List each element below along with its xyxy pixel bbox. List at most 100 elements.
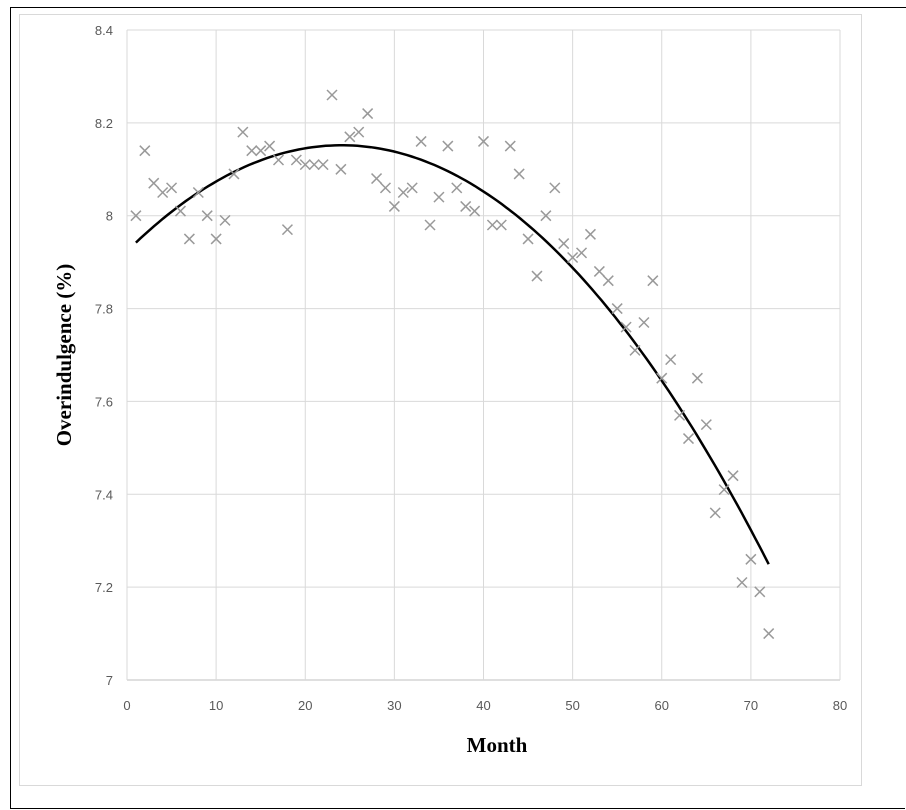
figure-frame — [10, 7, 905, 809]
data-point — [174, 205, 187, 217]
x-tick-label: 10 — [209, 698, 223, 713]
data-point — [281, 224, 293, 236]
data-point — [665, 354, 677, 366]
data-point — [682, 433, 695, 445]
data-point — [736, 576, 748, 589]
data-point — [388, 200, 400, 212]
data-point — [237, 126, 249, 138]
y-tick-label: 7.2 — [95, 580, 113, 595]
y-tick-label: 8 — [106, 209, 113, 224]
data-point — [424, 219, 436, 231]
x-tick-label: 0 — [123, 698, 130, 713]
data-point — [638, 316, 650, 329]
data-point — [344, 131, 356, 143]
x-tick-label: 50 — [565, 698, 579, 713]
data-point — [531, 270, 543, 282]
data-point — [379, 182, 391, 194]
data-point — [691, 372, 703, 384]
data-point — [513, 168, 525, 180]
data-point — [522, 233, 534, 245]
x-tick-label: 20 — [298, 698, 312, 713]
data-point — [647, 275, 659, 287]
data-point — [584, 228, 596, 240]
data-point — [228, 168, 240, 180]
x-tick-label: 60 — [655, 698, 669, 713]
data-point — [192, 186, 204, 199]
y-tick-label: 8.4 — [95, 23, 113, 38]
data-point — [201, 210, 213, 222]
trendline — [135, 144, 770, 565]
data-point — [718, 484, 730, 496]
data-point — [442, 140, 454, 152]
y-tick-label: 7.8 — [95, 302, 113, 317]
data-point — [183, 233, 195, 245]
data-point — [727, 470, 739, 482]
data-point — [317, 159, 329, 171]
data-point — [353, 126, 365, 138]
x-axis-ticks: 0 10 20 30 40 50 60 70 80 — [123, 698, 847, 713]
data-point — [709, 507, 721, 519]
data-point — [593, 265, 605, 277]
data-point — [611, 303, 623, 315]
x-axis-title: Month — [467, 733, 528, 757]
x-tick-label: 80 — [833, 698, 847, 713]
data-point — [272, 154, 285, 166]
x-tick-label: 70 — [744, 698, 758, 713]
data-point — [130, 210, 142, 222]
data-point — [451, 182, 463, 194]
data-point — [139, 145, 151, 157]
data-point — [674, 409, 686, 421]
data-point — [246, 145, 258, 157]
data-point — [371, 173, 383, 185]
y-axis-ticks: 7 7.2 7.4 7.6 7.8 8 8.2 8.4 — [95, 23, 113, 688]
data-point — [210, 233, 222, 245]
data-point — [460, 200, 472, 212]
data-point — [495, 219, 507, 231]
y-tick-label: 7.4 — [95, 487, 113, 502]
y-tick-label: 7.6 — [95, 394, 113, 409]
data-point — [433, 191, 445, 203]
data-point — [540, 210, 552, 222]
data-point — [567, 251, 579, 264]
data-point — [415, 135, 427, 147]
data-point — [362, 108, 374, 120]
data-points — [130, 89, 775, 640]
data-point — [754, 586, 766, 598]
data-point — [148, 177, 160, 189]
x-tick-label: 40 — [476, 698, 490, 713]
data-point — [700, 419, 712, 431]
data-point — [397, 186, 409, 199]
data-point — [255, 145, 267, 157]
data-point — [290, 154, 302, 166]
gridlines — [126, 29, 841, 681]
data-point — [656, 372, 668, 384]
data-point — [549, 182, 561, 194]
y-tick-label: 8.2 — [95, 116, 113, 131]
data-point — [326, 89, 338, 101]
data-point — [477, 135, 490, 147]
chart-area — [19, 14, 862, 786]
frame-edge — [872, 7, 906, 8]
y-tick-label: 7 — [106, 673, 113, 688]
data-point — [629, 344, 641, 356]
data-point — [763, 628, 775, 640]
x-tick-label: 30 — [387, 698, 401, 713]
data-point — [219, 214, 231, 226]
data-point — [486, 219, 498, 231]
data-point — [299, 159, 311, 171]
data-point — [157, 186, 169, 199]
data-point — [602, 275, 614, 287]
data-point — [576, 247, 588, 259]
data-point — [406, 182, 418, 194]
data-point — [745, 553, 757, 565]
data-point — [558, 238, 570, 250]
data-point — [264, 140, 276, 152]
data-point — [335, 163, 347, 175]
data-point — [166, 182, 178, 194]
data-point — [504, 140, 516, 152]
data-point — [620, 321, 632, 333]
y-axis-title: Overindulgence (%) — [52, 264, 76, 447]
data-point — [308, 159, 320, 171]
data-point — [469, 205, 481, 217]
